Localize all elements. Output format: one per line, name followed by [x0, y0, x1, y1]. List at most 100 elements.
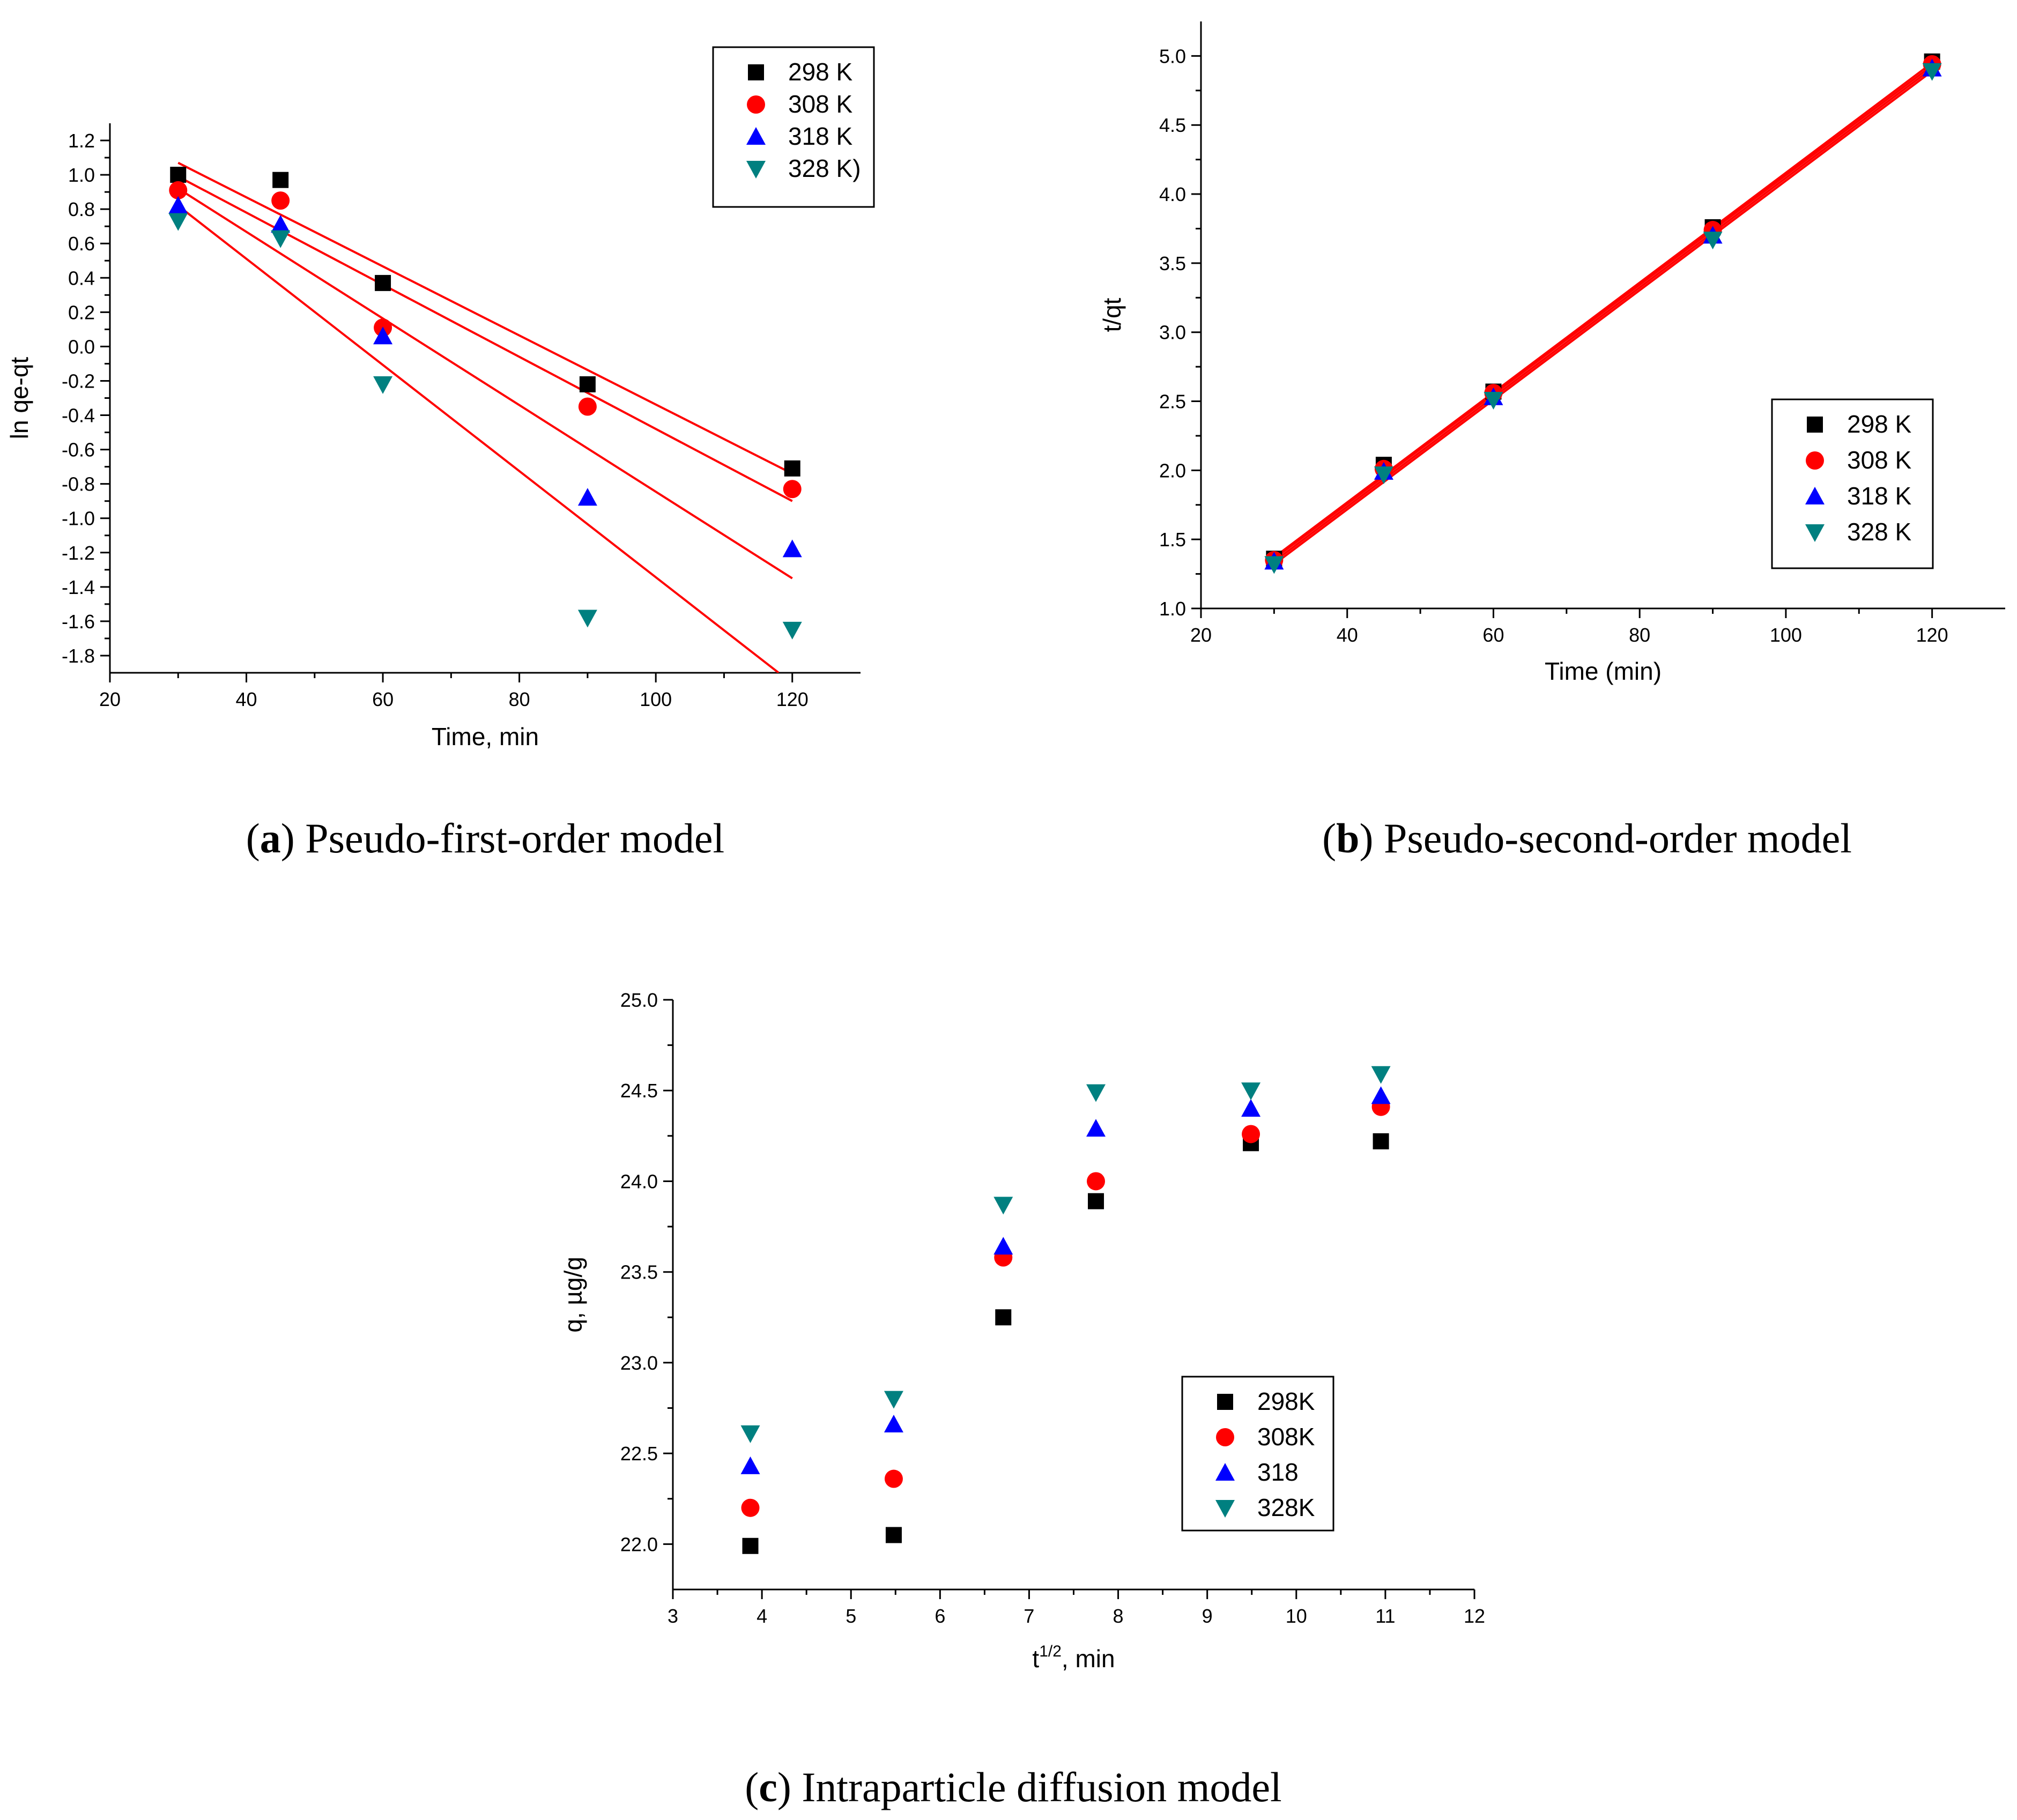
- y-tick-label: 2.0: [1159, 459, 1186, 481]
- data-point-series-4: [993, 1197, 1013, 1215]
- x-tick-label: 7: [1024, 1605, 1034, 1627]
- y-tick-label: 24.0: [620, 1170, 658, 1192]
- legend-marker: [1215, 1463, 1235, 1481]
- x-tick-label: 11: [1375, 1605, 1395, 1627]
- x-tick-label: 80: [509, 688, 530, 710]
- data-point-series-4: [168, 213, 188, 231]
- legend-box: [712, 46, 875, 208]
- data-point-series-3: [740, 1456, 760, 1474]
- legend-label: 308 K: [788, 90, 853, 118]
- y-tick-label: 1.2: [68, 130, 95, 152]
- data-point-series-4: [1086, 1084, 1106, 1102]
- y-tick-label: -0.4: [62, 405, 95, 427]
- y-axis-title: ln qe-qt: [5, 357, 33, 440]
- caption-close-paren: ): [281, 815, 305, 861]
- x-tick-label: 60: [372, 688, 394, 710]
- data-point-series-3: [168, 196, 188, 214]
- x-tick-label: 100: [640, 688, 672, 710]
- data-point-series-3: [1241, 1099, 1261, 1117]
- data-point-series-4: [884, 1391, 903, 1409]
- panel-c-intraparticle-diffusion: 3 4 5 6 7 8 9 10 11 12 22.0 22.5 23.0 23.5 24.0 24.5 25.…: [559, 989, 1485, 1810]
- y-tick-label: 0.4: [68, 267, 95, 289]
- y-tick-label: 24.5: [620, 1080, 658, 1102]
- legend-marker: [746, 127, 766, 145]
- legend-marker: [1806, 451, 1824, 470]
- panel-b-pseudo-second-order: 20 40 60 80 100 120 1.0 1.5 2.0 2.5 3.0 3.5 4.0 4.5 5.…: [1098, 21, 2005, 861]
- caption-open-paren: (: [246, 815, 260, 861]
- data-point-series-2: [1242, 1125, 1260, 1143]
- caption-letter: a: [260, 815, 281, 861]
- y-tick-label: 2.5: [1159, 391, 1186, 413]
- data-point-series-4: [373, 376, 393, 394]
- y-tick-label: -0.2: [62, 370, 95, 392]
- data-point-series-1: [579, 376, 596, 392]
- data-point-series-1: [742, 1537, 759, 1554]
- y-tick-label: -1.0: [62, 508, 95, 530]
- caption-open-paren: (: [1322, 815, 1336, 861]
- data-point-series-4: [1264, 556, 1284, 574]
- legend-label: 328 K: [1847, 518, 1912, 546]
- legend-label: 318 K: [788, 122, 853, 150]
- data-point-series-2: [271, 191, 290, 210]
- y-tick-label: -0.8: [62, 473, 95, 495]
- x-tick-label: 40: [1337, 624, 1358, 646]
- legend-marker: [1805, 524, 1825, 542]
- y-tick-label: 0.2: [68, 301, 95, 323]
- x-tick-label: 12: [1464, 1605, 1485, 1627]
- y-tick-label: -1.4: [62, 576, 95, 598]
- legend-box: [1771, 398, 1934, 569]
- data-point-series-2: [578, 397, 597, 416]
- y-tick-label: 3.0: [1159, 322, 1186, 344]
- data-point-series-1: [1088, 1193, 1104, 1209]
- y-tick-label: 1.0: [1159, 598, 1186, 620]
- caption-text: Pseudo-first-order model: [305, 815, 724, 861]
- x-tick-label: 4: [757, 1605, 767, 1627]
- data-point-series-1: [784, 460, 800, 477]
- fit-line-3: [177, 188, 793, 580]
- data-point-series-4: [1241, 1082, 1261, 1101]
- data-point-series-2: [783, 480, 802, 499]
- data-point-series-4: [1371, 1066, 1391, 1084]
- y-tick-label: 3.5: [1159, 252, 1186, 274]
- x-axis-title-suffix: , min: [1062, 1645, 1115, 1673]
- legend-label: 308 K: [1847, 446, 1912, 474]
- y-axis-title: q, µg/g: [559, 1257, 587, 1333]
- legend-marker: [1805, 487, 1825, 504]
- y-tick-label: 4.5: [1159, 114, 1186, 136]
- x-tick-label: 8: [1113, 1605, 1124, 1627]
- data-point-series-2: [1087, 1172, 1106, 1191]
- y-tick-label: 22.5: [620, 1443, 658, 1465]
- legend-label: 328K: [1257, 1494, 1315, 1521]
- x-tick-label: 3: [668, 1605, 678, 1627]
- data-point-series-4: [1922, 63, 1942, 81]
- y-tick-label: 5.0: [1159, 45, 1186, 67]
- data-point-series-1: [375, 274, 391, 291]
- panel-a-pseudo-first-order: 20 40 60 80 100 120 1.2 1.0 0.8 0.6 0.4 0.2 0.0 -0.2 -…: [5, 46, 875, 861]
- data-point-series-3: [993, 1237, 1013, 1255]
- x-tick-label: 120: [1916, 624, 1948, 646]
- data-point-series-4: [271, 230, 291, 248]
- y-tick-label: 25.0: [620, 989, 658, 1011]
- caption-text: Intraparticle diffusion model: [802, 1764, 1281, 1810]
- data-point-series-2: [884, 1469, 903, 1488]
- x-tick-label: 120: [776, 688, 809, 710]
- data-point-series-4: [740, 1425, 760, 1443]
- data-point-series-1: [885, 1527, 902, 1543]
- y-tick-label: -0.6: [62, 439, 95, 461]
- legend-box: [1181, 1376, 1334, 1532]
- y-axis-title: t/qt: [1098, 298, 1126, 332]
- legend-label: 308K: [1257, 1423, 1315, 1451]
- panel-caption: (b) Pseudo-second-order model: [1322, 815, 1852, 861]
- legend-label: 328 K): [788, 154, 861, 182]
- data-point-series-2: [741, 1498, 760, 1517]
- y-tick-label: -1.2: [62, 542, 95, 564]
- y-tick-label: 23.0: [620, 1352, 658, 1374]
- data-point-series-1: [1373, 1133, 1389, 1149]
- x-tick-label: 100: [1770, 624, 1802, 646]
- caption-letter: b: [1336, 815, 1359, 861]
- data-point-series-1: [170, 167, 187, 183]
- legend-marker: [746, 161, 766, 179]
- x-axis-title: Time (min): [1545, 657, 1662, 685]
- fit-line-2: [177, 175, 793, 502]
